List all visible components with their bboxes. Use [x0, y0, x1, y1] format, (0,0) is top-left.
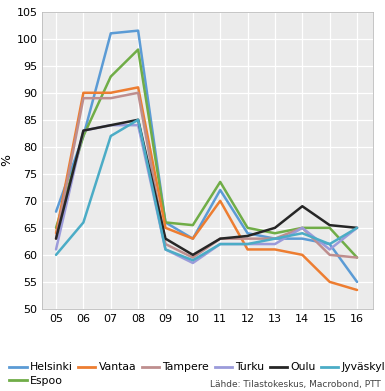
Text: Lähde: Tilastokeskus, Macrobond, PTT: Lähde: Tilastokeskus, Macrobond, PTT: [210, 380, 381, 389]
Legend: Helsinki, Espoo, Vantaa, Tampere, Turku, Oulu, Jyväskylä: Helsinki, Espoo, Vantaa, Tampere, Turku,…: [9, 362, 385, 386]
Y-axis label: %: %: [1, 154, 14, 166]
